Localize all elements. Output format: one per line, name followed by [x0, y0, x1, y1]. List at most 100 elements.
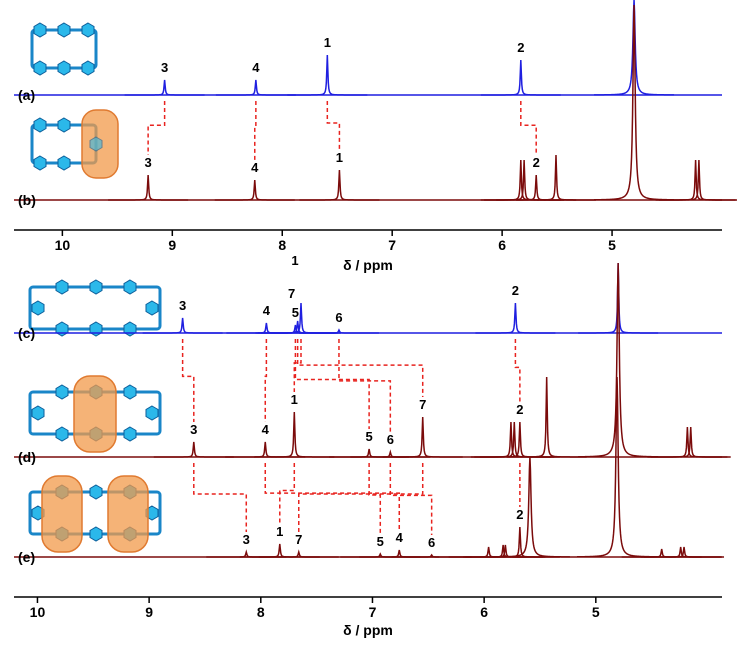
peak: [299, 169, 380, 201]
icon-d: [28, 375, 162, 453]
peak-label: 4: [252, 60, 260, 75]
peak: [214, 179, 295, 201]
connector: [254, 101, 257, 160]
x-tick-label: 5: [608, 237, 616, 253]
peak-label: 1: [336, 150, 343, 165]
connector: [520, 101, 537, 155]
peak: [489, 456, 570, 558]
peak: [108, 174, 189, 201]
peak-label: 3: [145, 155, 152, 170]
connector: [181, 339, 195, 422]
connector: [338, 339, 392, 432]
peak-label: 2: [512, 283, 519, 298]
peak-label: 7: [288, 286, 295, 301]
peak-label: 6: [387, 432, 394, 447]
x-tick-label: 7: [388, 237, 396, 253]
connector: [279, 463, 296, 524]
peak: [142, 317, 223, 334]
peak: [359, 549, 440, 558]
peak-label: 4: [251, 160, 259, 175]
x-tick-label: 5: [592, 604, 600, 620]
peak: [479, 421, 560, 458]
peak: [124, 79, 205, 96]
connector: [264, 339, 268, 422]
x-tick-label: 9: [145, 604, 153, 620]
peak: [153, 441, 234, 458]
x-axis-label: δ / ppm: [343, 622, 393, 638]
x-tick-label: 8: [278, 237, 286, 253]
peak: [594, 4, 675, 201]
peak-label: 4: [263, 303, 271, 318]
peak: [258, 549, 339, 558]
x-tick-label: 6: [480, 604, 488, 620]
peak: [287, 54, 368, 96]
connector: [296, 339, 424, 397]
peak: [515, 154, 596, 201]
peak-label: 2: [533, 155, 540, 170]
peak: [647, 426, 728, 458]
peak: [480, 159, 561, 201]
peak: [329, 448, 410, 458]
peak-label: 5: [365, 429, 372, 444]
peak-label: 7: [419, 397, 426, 412]
peak-label: 2: [517, 40, 524, 55]
peak-label: 1: [291, 253, 298, 268]
peak-label: 2: [516, 402, 523, 417]
peak: [480, 59, 561, 96]
peak-label: 1: [291, 392, 298, 407]
peak: [655, 159, 736, 201]
peak: [254, 411, 335, 458]
connector: [193, 463, 248, 532]
icon-a: [30, 22, 98, 76]
x-axis-label: δ / ppm: [343, 257, 393, 273]
spectrum-label: (c): [18, 325, 35, 341]
x-tick-label: 7: [369, 604, 377, 620]
peak: [577, 376, 658, 558]
peak-label: 3: [243, 532, 250, 547]
peak: [298, 328, 379, 334]
connector: [264, 463, 401, 530]
peak: [644, 546, 725, 558]
peak: [475, 302, 556, 334]
peak: [658, 159, 737, 201]
connector: [294, 339, 370, 429]
connector: [389, 463, 433, 535]
peak-label: 5: [377, 534, 384, 549]
peak: [578, 262, 659, 458]
peak-label: 5: [292, 305, 299, 320]
peak: [650, 426, 731, 458]
peak-label: 2: [516, 507, 523, 522]
x-tick-label: 8: [257, 604, 265, 620]
spectrum-label: (d): [18, 449, 36, 465]
peak: [594, 0, 675, 96]
icon-c: [28, 279, 162, 337]
peak-label: 1: [324, 35, 331, 50]
peak: [225, 441, 306, 458]
peak: [215, 79, 296, 96]
x-tick-label: 10: [55, 237, 71, 253]
connector: [147, 101, 166, 155]
peak-label: 1: [276, 524, 283, 539]
peak-label: 7: [295, 532, 302, 547]
x-tick-label: 9: [168, 237, 176, 253]
x-tick-label: 10: [30, 604, 46, 620]
peak: [506, 376, 587, 458]
peak-label: 6: [335, 310, 342, 325]
x-tick-label: 6: [498, 237, 506, 253]
peak: [474, 421, 555, 458]
connector: [514, 339, 521, 402]
icon-e: [28, 475, 162, 553]
connector: [293, 339, 302, 392]
peak-label: 4: [262, 422, 270, 437]
spectrum-label: (a): [18, 87, 35, 103]
icon-b: [30, 109, 119, 179]
peak-label: 3: [190, 422, 197, 437]
spectrum-label: (b): [18, 192, 36, 208]
peak: [496, 174, 577, 201]
connector: [298, 463, 424, 532]
peak-label: 3: [179, 298, 186, 313]
connector: [368, 463, 382, 534]
peak: [479, 526, 560, 558]
connector: [326, 101, 341, 150]
